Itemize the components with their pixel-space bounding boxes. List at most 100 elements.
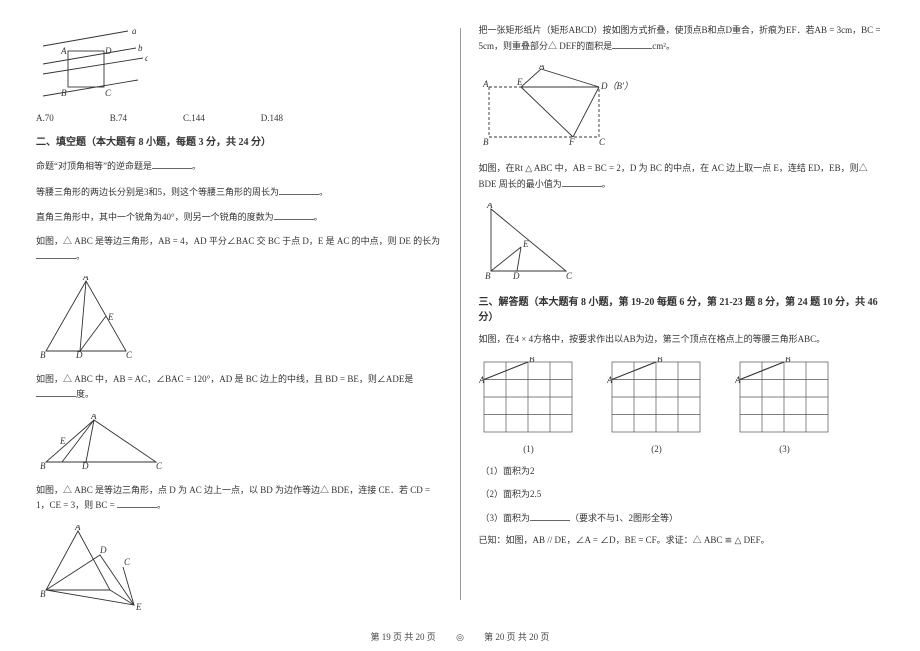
svg-text:A: A: [486, 203, 493, 210]
svg-text:C: C: [105, 88, 112, 98]
svg-text:B: B: [485, 271, 491, 281]
page-footer: 第 19 页 共 20 页 ◎ 第 20 页 共 20 页: [0, 630, 920, 643]
opt-c: C.144: [183, 113, 205, 123]
svg-text:A: A: [482, 79, 489, 89]
section-3-title: 三、解答题（本大题有 8 小题，第 19-20 每题 6 分，第 21-23 题…: [479, 293, 885, 323]
svg-text:E: E: [516, 77, 523, 87]
blank: [152, 158, 192, 169]
q-eqtri-text: 如图，△ ABC 是等边三角形，AB = 4，AD 平分∠BAC 交 BC 于点…: [36, 236, 440, 246]
q-min: 如图，在Rt △ ABC 中，AB = BC = 2，D 为 BC 的中点，在 …: [479, 162, 885, 191]
q-isoceles-text: 等腰三角形的两边长分别是3和5，则这个等腰三角形的周长为: [36, 187, 279, 197]
mc-options: A.70 B.74 C.144 D.148: [36, 113, 442, 123]
svg-text:A: A: [90, 414, 97, 421]
q-ext-text: 如图，△ ABC 是等边三角形，点 D 为 AC 边上一点，以 BD 为边作等边…: [36, 485, 430, 511]
svg-text:D: D: [104, 46, 112, 56]
svg-text:A: A: [82, 276, 89, 282]
svg-text:b: b: [138, 43, 143, 53]
blank: [530, 510, 570, 521]
opt-b: B.74: [110, 113, 127, 123]
blank: [279, 184, 319, 195]
svg-text:A': A': [538, 65, 547, 71]
blank: [274, 209, 314, 220]
q-ext-suffix: 。: [157, 500, 166, 510]
fig-fold: A' A E D（B'） B F C: [481, 65, 631, 150]
blank: [36, 248, 76, 259]
blank: [36, 386, 76, 397]
svg-text:A: A: [74, 525, 81, 532]
sub-2: （2）面积为2.5: [481, 487, 885, 500]
grid-caption-3: (3): [735, 444, 835, 454]
grid-fig-3: A B (3): [735, 357, 835, 454]
q-eqtri: 如图，△ ABC 是等边三角形，AB = 4，AD 平分∠BAC 交 BC 于点…: [36, 235, 442, 264]
svg-text:E: E: [107, 312, 114, 322]
right-column: 把一张矩形纸片（矩形ABCD）按如图方式折叠，使顶点B和点D重合，折痕为EF．若…: [461, 24, 903, 624]
grid-fig-1: A B (1): [479, 357, 579, 454]
grid-caption-2: (2): [607, 444, 707, 454]
grid-figures: A B (1) A B (2): [479, 357, 885, 454]
q-midline-suffix: 度。: [76, 389, 94, 399]
svg-text:C: C: [566, 271, 573, 281]
q-isoceles: 等腰三角形的两边长分别是3和5，则这个等腰三角形的周长为。: [36, 184, 442, 200]
grid-fig-2: A B (2): [607, 357, 707, 454]
q-ext: 如图，△ ABC 是等边三角形，点 D 为 AC 边上一点，以 BD 为边作等边…: [36, 484, 442, 513]
q-fold-text: 把一张矩形纸片（矩形ABCD）按如图方式折叠，使顶点B和点D重合，折痕为EF．若…: [479, 25, 881, 51]
svg-text:D: D: [512, 271, 520, 281]
q-fold: 把一张矩形纸片（矩形ABCD）按如图方式折叠，使顶点B和点D重合，折痕为EF．若…: [479, 24, 885, 53]
q-midline: 如图，△ ABC 中，AB = AC，∠BAC = 120°，AD 是 BC 边…: [36, 373, 442, 402]
q-rt-text: 直角三角形中，其中一个锐角为40°，则另一个锐角的度数为: [36, 212, 274, 222]
svg-text:D（B'）: D（B'）: [600, 81, 631, 91]
svg-text:B: B: [657, 357, 663, 364]
svg-text:D: D: [99, 545, 107, 555]
blank: [562, 176, 602, 187]
footer-left: 第 19 页 共 20 页: [371, 632, 436, 642]
svg-text:E: E: [522, 239, 529, 249]
svg-text:B: B: [40, 589, 46, 599]
svg-text:B: B: [40, 350, 46, 360]
svg-text:A: A: [60, 46, 67, 56]
sub-3: （3）面积为 （要求不与1、2图形全等）: [481, 510, 885, 524]
fig-midline: A E B D C: [38, 414, 163, 472]
section-2-title: 二、填空题（本大题有 8 小题，每题 3 分，共 24 分）: [36, 133, 442, 148]
fig-parallel-square: a b c A D B C: [38, 26, 148, 101]
svg-text:A: A: [735, 375, 741, 385]
footer-right: 第 20 页 共 20 页: [484, 632, 549, 642]
grid-caption-1: (1): [479, 444, 579, 454]
svg-text:E: E: [135, 602, 142, 612]
fig-rt-min: A E B D C: [481, 203, 581, 281]
page-columns: a b c A D B C A.70 B.74 C.144 D.148 二、填空…: [18, 24, 902, 624]
svg-text:C: C: [599, 137, 606, 147]
svg-text:A: A: [479, 375, 485, 385]
opt-d: D.148: [261, 113, 283, 123]
q-inverse: 命题“对顶角相等”的逆命题是。: [36, 158, 442, 174]
svg-text:a: a: [132, 26, 137, 36]
svg-text:C: C: [124, 557, 131, 567]
sub-3-b: （要求不与1、2图形全等）: [570, 513, 678, 523]
q-fold-unit: cm²。: [652, 41, 675, 51]
svg-text:D: D: [81, 461, 89, 471]
footer-sep: ◎: [456, 632, 464, 643]
svg-text:C: C: [156, 461, 163, 471]
q-midline-text: 如图，△ ABC 中，AB = AC，∠BAC = 120°，AD 是 BC 边…: [36, 374, 413, 384]
svg-text:B: B: [785, 357, 791, 364]
svg-text:E: E: [59, 436, 66, 446]
fig-ext-eqtri: A D C B E: [38, 525, 158, 620]
svg-text:B: B: [483, 137, 489, 147]
svg-text:C: C: [126, 350, 133, 360]
svg-text:A: A: [607, 375, 613, 385]
q-min-text: 如图，在Rt △ ABC 中，AB = BC = 2，D 为 BC 的中点，在 …: [479, 163, 868, 189]
svg-text:B: B: [61, 88, 67, 98]
q-min-suffix: 。: [602, 179, 611, 189]
blank: [612, 38, 652, 49]
sub-3-a: （3）面积为: [481, 513, 531, 523]
left-column: a b c A D B C A.70 B.74 C.144 D.148 二、填空…: [18, 24, 460, 624]
q-inverse-text: 命题“对顶角相等”的逆命题是: [36, 161, 152, 171]
opt-a: A.70: [36, 113, 54, 123]
svg-text:B: B: [40, 461, 46, 471]
svg-text:F: F: [568, 137, 575, 147]
q-cong: 已知：如图，AB // DE，∠A = ∠D，BE = CF。求证：△ ABC …: [479, 534, 885, 548]
q-rt: 直角三角形中，其中一个锐角为40°，则另一个锐角的度数为。: [36, 209, 442, 225]
blank: [117, 497, 157, 508]
fig-eqtri: A E B D C: [38, 276, 148, 361]
svg-text:D: D: [75, 350, 83, 360]
svg-text:B: B: [529, 357, 535, 364]
